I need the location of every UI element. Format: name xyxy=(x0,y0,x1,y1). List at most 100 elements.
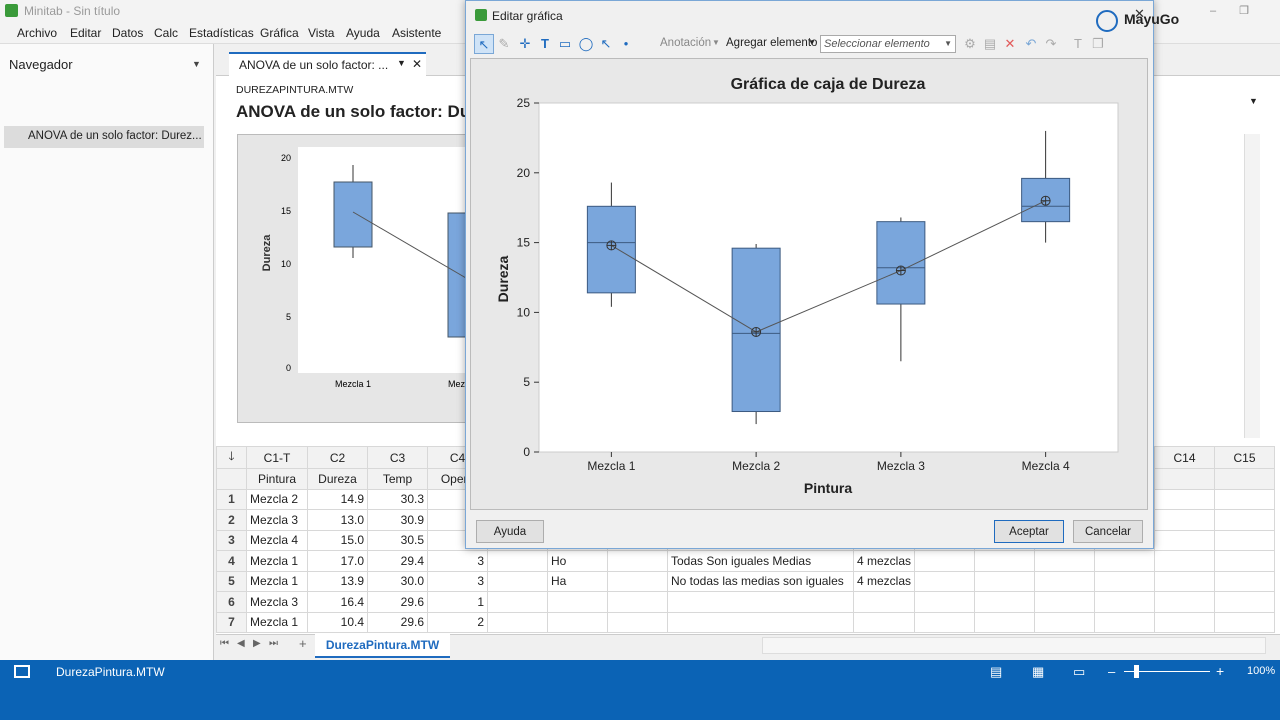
cell[interactable] xyxy=(1034,591,1096,613)
delete-icon[interactable]: ✕ xyxy=(1004,36,1016,51)
column-name[interactable]: Dureza xyxy=(307,468,368,490)
horizontal-scrollbar[interactable] xyxy=(762,637,1266,654)
menu-vista[interactable]: Vista xyxy=(308,26,335,40)
cell[interactable] xyxy=(1034,611,1096,633)
cell-dureza[interactable]: 13.9 xyxy=(307,570,368,592)
cell[interactable] xyxy=(914,570,976,592)
y-tick-label[interactable]: 5 xyxy=(523,375,530,389)
cell[interactable] xyxy=(1214,529,1276,551)
add-element-menu[interactable]: Agregar elemento xyxy=(726,37,818,49)
cell[interactable] xyxy=(1214,550,1276,572)
gear-icon[interactable]: ⚙ xyxy=(964,36,976,51)
column-id[interactable]: C3 xyxy=(367,446,428,469)
output-view-icon[interactable]: ▭ xyxy=(1073,664,1086,679)
cell[interactable] xyxy=(1154,611,1216,633)
navigator-entry[interactable]: ANOVA de un solo factor: Durez... xyxy=(4,126,204,148)
row-number[interactable]: 7 xyxy=(216,611,247,633)
grid-corner-arrow-icon[interactable]: 🡓 xyxy=(216,446,247,469)
column-id[interactable]: C14 xyxy=(1154,446,1216,469)
column-name[interactable] xyxy=(1154,468,1216,490)
cell-c9[interactable]: 4 mezclas xyxy=(852,570,916,592)
cell-dureza[interactable]: 10.4 xyxy=(307,611,368,633)
cell[interactable] xyxy=(914,611,976,633)
output-scrollbar[interactable] xyxy=(1244,134,1260,438)
brush-icon[interactable]: ✎ xyxy=(498,36,510,51)
cell[interactable] xyxy=(914,550,976,572)
font-icon[interactable]: T xyxy=(1074,36,1082,51)
last-sheet-icon[interactable]: ⏭ xyxy=(269,638,278,649)
chevron-down-icon[interactable]: ▼ xyxy=(712,38,720,47)
cell-pintura[interactable]: Mezcla 1 xyxy=(246,611,308,633)
y-tick-label[interactable]: 15 xyxy=(517,236,531,250)
cell-c4[interactable]: 3 xyxy=(427,570,488,592)
cell-c8[interactable] xyxy=(667,591,854,613)
first-sheet-icon[interactable]: ⏮ xyxy=(220,638,229,649)
cell[interactable] xyxy=(974,591,1036,613)
restore-button[interactable]: ❐ xyxy=(1239,5,1249,17)
copy-icon[interactable]: ❐ xyxy=(1092,36,1104,51)
x-tick-label[interactable]: Mezcla 4 xyxy=(1022,459,1070,473)
sheet-tab[interactable]: DurezaPintura.MTW xyxy=(315,634,450,658)
cell[interactable] xyxy=(1214,509,1276,531)
cell-temp[interactable]: 29.6 xyxy=(367,611,428,633)
column-id[interactable]: C15 xyxy=(1214,446,1276,469)
cell-dureza[interactable]: 15.0 xyxy=(307,529,368,551)
cell-pintura[interactable]: Mezcla 1 xyxy=(246,550,308,572)
cell-temp[interactable]: 30.5 xyxy=(367,529,428,551)
menu-asistente[interactable]: Asistente xyxy=(392,26,442,40)
row-number[interactable]: 1 xyxy=(216,488,247,510)
worksheet-view-icon[interactable]: ▤ xyxy=(990,664,1003,679)
cell[interactable] xyxy=(1154,550,1216,572)
cell[interactable] xyxy=(1214,570,1276,592)
panel-toggle-icon[interactable] xyxy=(14,665,30,678)
mean-connect-line[interactable] xyxy=(611,200,1046,333)
cell-c8[interactable]: No todas las medias son iguales xyxy=(667,570,854,592)
ok-button[interactable]: Aceptar xyxy=(994,520,1064,543)
ellipse-tool-icon[interactable]: ◯ xyxy=(578,36,594,51)
cell[interactable] xyxy=(607,611,668,633)
cell[interactable] xyxy=(974,550,1036,572)
column-name[interactable]: Pintura xyxy=(246,468,308,490)
cell-c6[interactable]: Ha xyxy=(547,570,608,592)
point-tool-icon[interactable]: ● xyxy=(623,39,629,48)
chevron-down-icon[interactable]: ▼ xyxy=(1249,96,1258,106)
cell[interactable] xyxy=(1154,529,1216,551)
menu-editar[interactable]: Editar xyxy=(70,26,102,40)
cell-c4[interactable]: 2 xyxy=(427,611,488,633)
properties-icon[interactable]: ▤ xyxy=(983,36,997,51)
background-boxplot[interactable]: 20 15 10 5 0 Dureza Mezcla 1 Mez xyxy=(237,134,469,423)
select-element-dropdown[interactable]: Seleccionar elemento ▼ xyxy=(820,35,956,53)
text-tool-icon[interactable]: T xyxy=(541,36,549,51)
cell[interactable] xyxy=(1094,550,1156,572)
chevron-down-icon[interactable]: ▼ xyxy=(397,58,406,68)
y-tick-label[interactable]: 25 xyxy=(517,96,531,110)
menu-grafica[interactable]: Gráfica xyxy=(260,26,299,40)
cell[interactable] xyxy=(487,591,548,613)
zoom-in-button[interactable]: + xyxy=(1216,663,1225,679)
menu-datos[interactable]: Datos xyxy=(112,26,144,40)
row-number[interactable]: 2 xyxy=(216,509,247,531)
cell-pintura[interactable]: Mezcla 3 xyxy=(246,509,308,531)
prev-sheet-icon[interactable]: ◀ xyxy=(237,638,245,649)
cell-pintura[interactable]: Mezcla 1 xyxy=(246,570,308,592)
y-tick-label[interactable]: 20 xyxy=(517,166,531,180)
row-number[interactable]: 6 xyxy=(216,591,247,613)
cell[interactable] xyxy=(1154,488,1216,510)
cell-c4[interactable]: 3 xyxy=(427,550,488,572)
dialog-close-button[interactable]: ✕ xyxy=(1134,6,1145,21)
next-sheet-icon[interactable]: ▶ xyxy=(253,638,261,649)
chevron-down-icon[interactable]: ▼ xyxy=(192,59,201,69)
add-sheet-button[interactable]: + xyxy=(299,636,307,651)
y-tick-label[interactable]: 0 xyxy=(523,445,530,459)
column-id[interactable]: C1-T xyxy=(246,446,308,469)
cell[interactable] xyxy=(487,550,548,572)
cell[interactable] xyxy=(1034,570,1096,592)
grid-view-icon[interactable]: ▦ xyxy=(1032,664,1045,679)
cell-c6[interactable] xyxy=(547,591,608,613)
cell-pintura[interactable]: Mezcla 4 xyxy=(246,529,308,551)
cell-c6[interactable] xyxy=(547,611,608,633)
cell-dureza[interactable]: 13.0 xyxy=(307,509,368,531)
tab-anova-output[interactable]: ANOVA de un solo factor: ... ▼ ✕ xyxy=(229,52,426,76)
column-name[interactable] xyxy=(1214,468,1276,490)
zoom-slider-handle[interactable] xyxy=(1134,665,1139,678)
